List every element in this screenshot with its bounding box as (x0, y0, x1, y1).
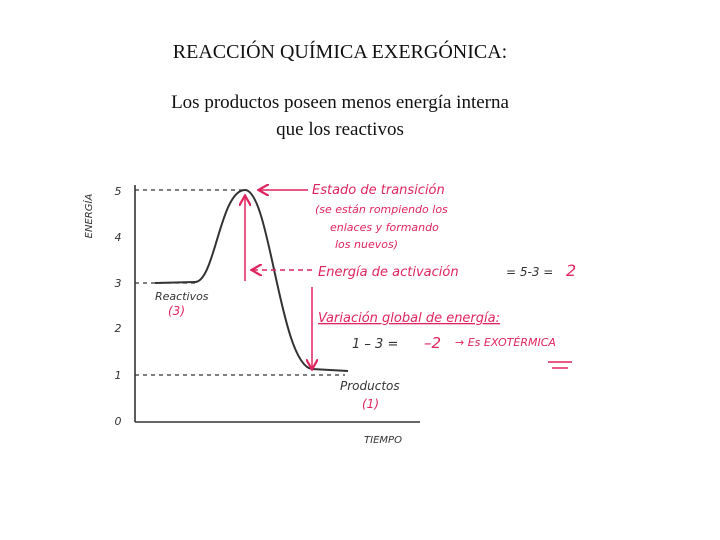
axes (134, 185, 420, 423)
reactants-value: (3) (168, 304, 185, 318)
y-tick-label: 0 (115, 415, 122, 428)
transition-note: enlaces y formando (330, 221, 439, 234)
y-axis-label: ENERGÍA (82, 194, 95, 239)
transition-note: (se están rompiendo los (315, 203, 448, 216)
transition-note: los nuevos) (335, 238, 398, 251)
y-tick-label: 4 (115, 231, 122, 244)
y-tick-label: 1 (115, 369, 122, 382)
y-tick-label: 2 (115, 322, 122, 335)
subtitle: que los reactivos (276, 119, 404, 140)
global-change-result: –2 (424, 334, 441, 352)
reactants-label: Reactivos (155, 290, 209, 303)
x-axis-label: TIEMPO (364, 435, 402, 446)
title: REACCIÓN QUÍMICA EXERGÓNICA: (173, 39, 507, 63)
energy-curve (154, 188, 349, 372)
activation-result: 2 (566, 261, 576, 280)
global-change-formula: 1 – 3 = (352, 337, 398, 352)
activation-formula: = 5-3 = (506, 265, 553, 279)
products-value: (1) (362, 397, 379, 411)
subtitle: Los productos poseen menos energía inter… (171, 92, 509, 113)
y-tick-label: 5 (115, 185, 122, 198)
products-label: Productos (340, 379, 400, 393)
y-tick-label: 3 (115, 277, 122, 290)
activation-label: Energía de activación (318, 265, 459, 280)
global-change-label: Variación global de energía: (318, 311, 500, 326)
global-change-conclusion: → Es EXOTÉRMICA (455, 336, 556, 349)
arrows (245, 190, 572, 368)
transition-label: Estado de transición (312, 183, 445, 198)
